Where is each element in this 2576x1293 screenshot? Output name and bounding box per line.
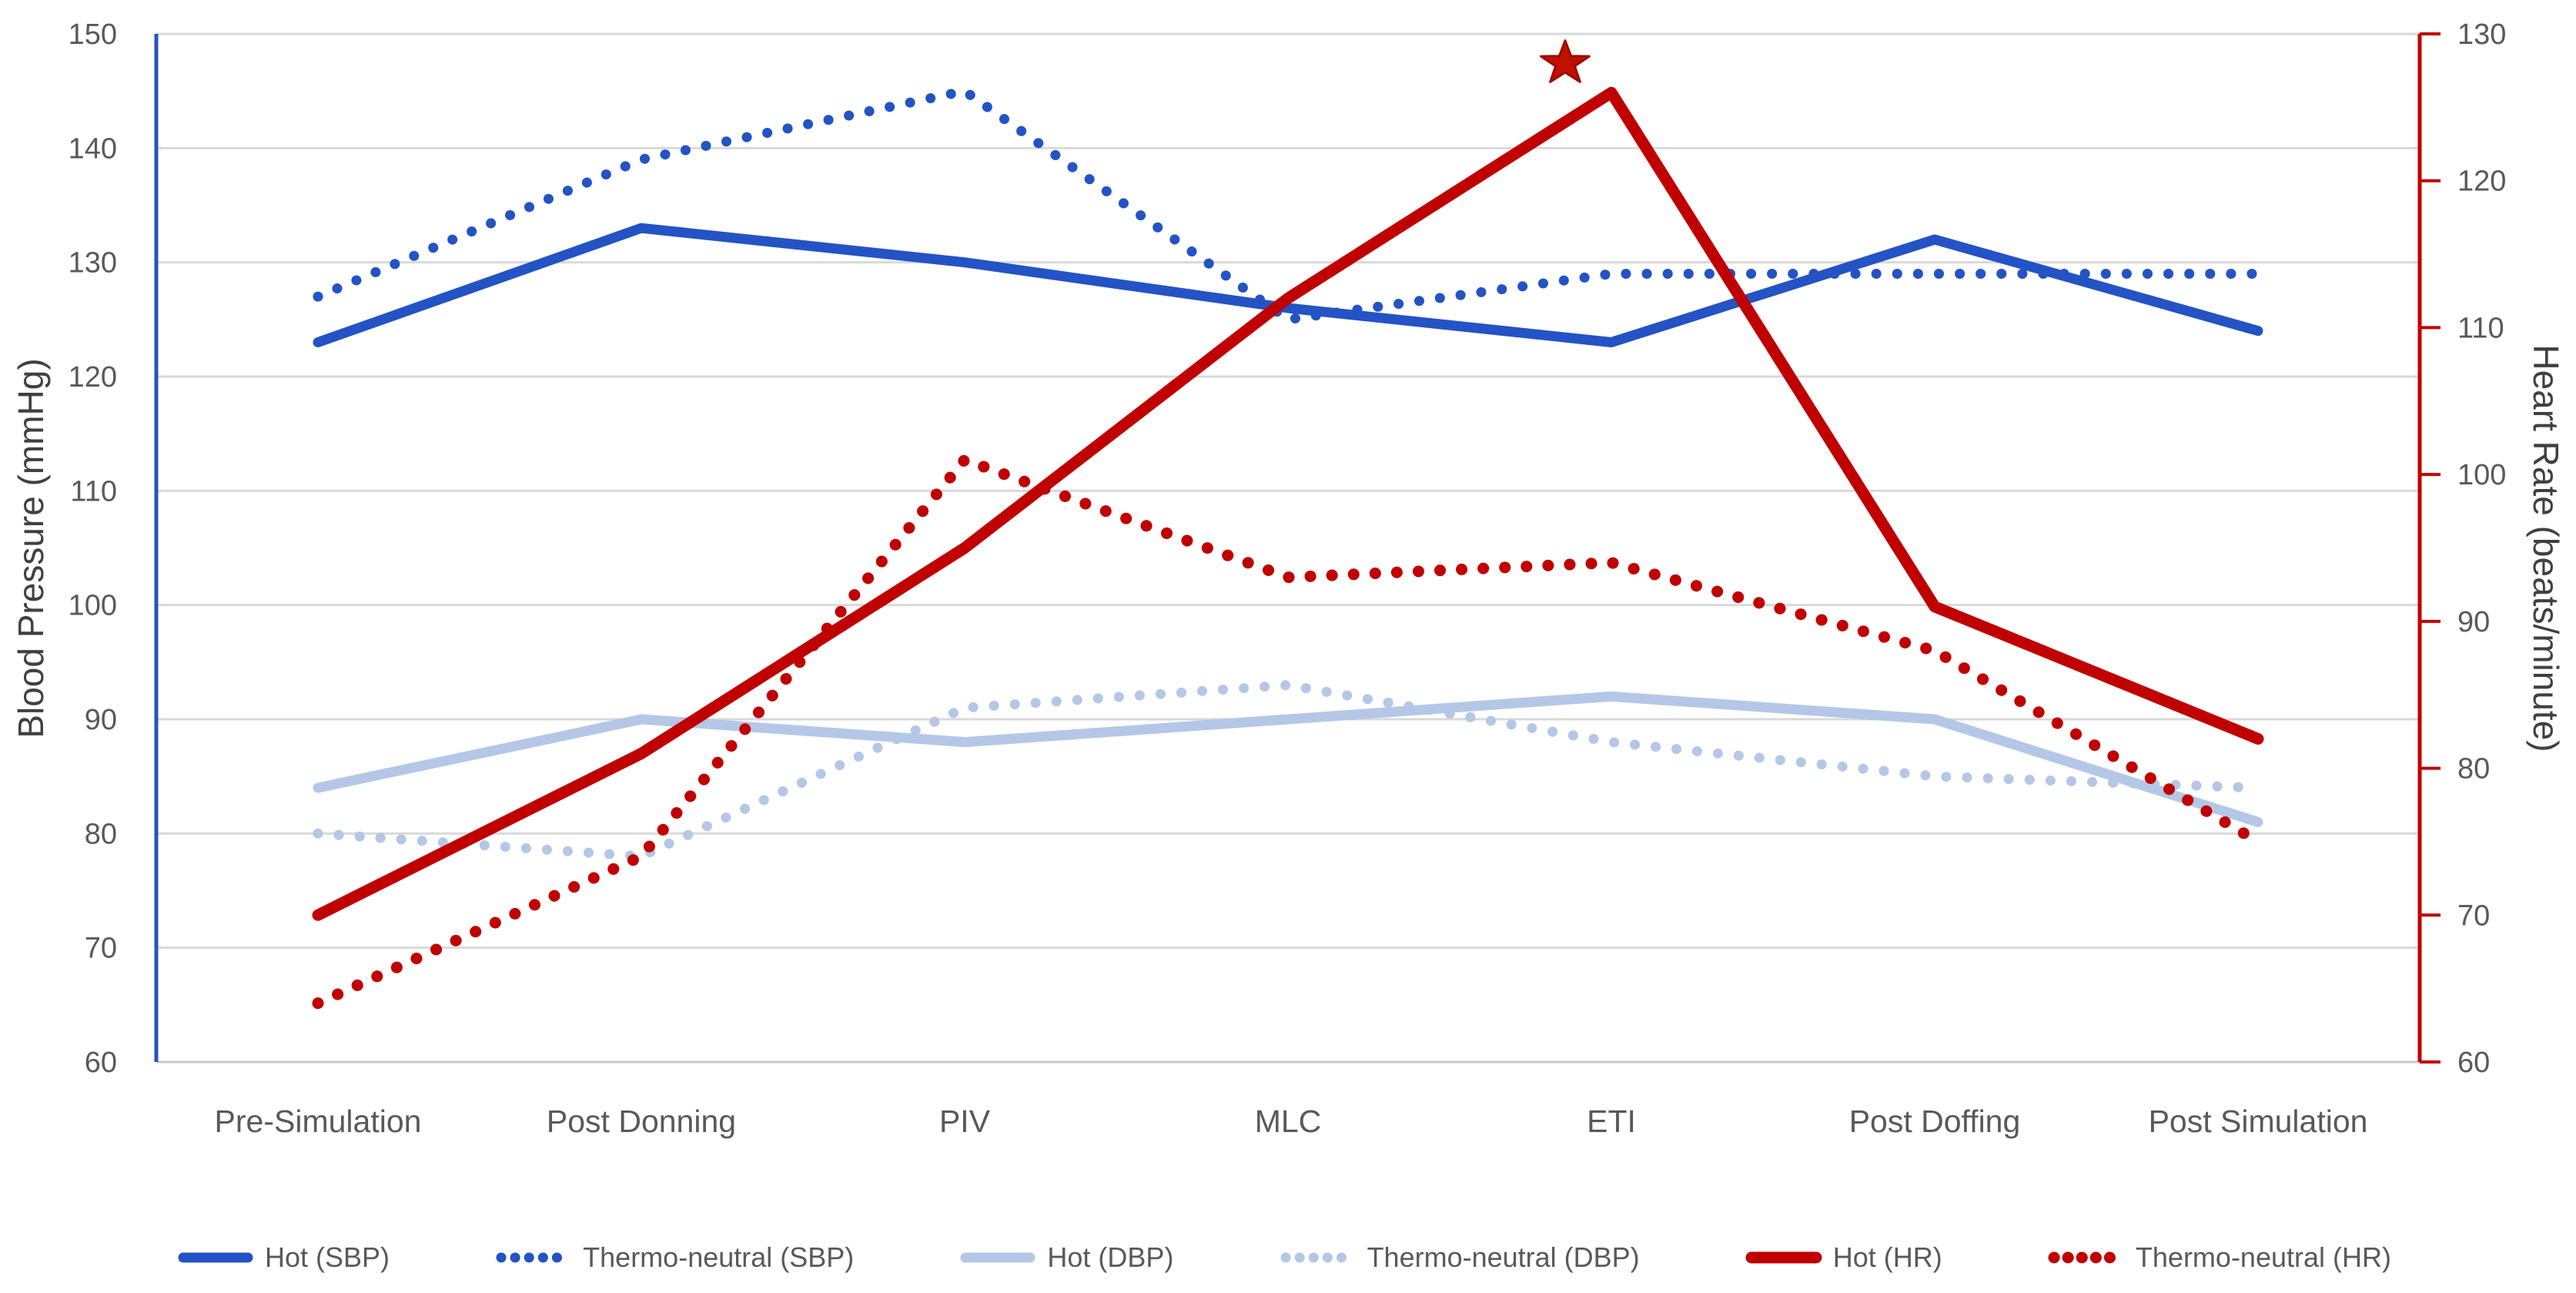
legend-item-hot-sbp: Hot (SBP) — [177, 1241, 390, 1274]
y-right-tick-label: 120 — [2457, 166, 2506, 198]
legend-marker-thermo-neutral-sbp — [496, 1252, 571, 1263]
y-left-tick-label: 100 — [69, 590, 117, 622]
legend-item-thermo-neutral-dbp: Thermo-neutral (DBP) — [1280, 1241, 1640, 1274]
series-line-thermo-neutral-hr — [312, 454, 2264, 1010]
x-tick-label-post-donning: Post Donning — [547, 1104, 736, 1139]
y-left-tick-label: 130 — [69, 247, 117, 280]
legend: Hot (SBP) Thermo-neutral (SBP) Hot (DBP) Th… — [177, 1231, 2391, 1285]
legend-item-thermo-neutral-sbp: Thermo-neutral (SBP) — [495, 1241, 854, 1274]
series-line-thermo-neutral-dbp — [313, 680, 2263, 862]
legend-label-thermo-neutral-sbp: Thermo-neutral (SBP) — [583, 1241, 855, 1273]
legend-marker-hot-sbp — [178, 1252, 253, 1263]
x-tick-label-post-simulation: Post Simulation — [2149, 1104, 2368, 1139]
left-axis-title: Blood Pressure (mmHg) — [11, 358, 51, 739]
legend-label-hot-sbp: Hot (SBP) — [265, 1241, 390, 1273]
x-tick-label-pre-simulation: Pre-Simulation — [215, 1104, 422, 1139]
legend-item-hot-hr: Hot (HR) — [1745, 1241, 1942, 1274]
right-axis-title: Heart Rate (beats/minute) — [2526, 344, 2566, 752]
series-line-thermo-neutral-sbp — [313, 85, 2263, 325]
legend-label-hot-hr: Hot (HR) — [1832, 1241, 1942, 1273]
legend-label-thermo-neutral-dbp: Thermo-neutral (DBP) — [1367, 1241, 1640, 1273]
x-tick-label-mlc: MLC — [1255, 1104, 1322, 1139]
y-right-tick-label: 60 — [2457, 1047, 2490, 1079]
x-tick-label-eti: ETI — [1587, 1104, 1636, 1139]
y-left-tick-label: 60 — [85, 1047, 117, 1079]
legend-label-hot-dbp: Hot (DBP) — [1047, 1241, 1174, 1273]
y-right-tick-label: 110 — [2457, 312, 2504, 344]
series-line-hot-hr — [312, 86, 2264, 921]
y-right-tick-label: 70 — [2457, 899, 2490, 932]
y-left-tick-label: 80 — [85, 818, 117, 850]
legend-label-thermo-neutral-hr: Thermo-neutral (HR) — [2135, 1241, 2391, 1273]
y-left-tick-label: 150 — [69, 18, 117, 51]
legend-marker-hot-dbp — [960, 1252, 1035, 1263]
y-right-tick-label: 130 — [2457, 18, 2506, 51]
series-line-hot-dbp — [313, 691, 2263, 827]
y-left-tick-label: 70 — [85, 933, 117, 965]
legend-item-hot-dbp: Hot (DBP) — [959, 1241, 1173, 1274]
y-right-tick-label: 90 — [2457, 606, 2490, 638]
legend-marker-thermo-neutral-hr — [2048, 1251, 2125, 1264]
series-line-hot-sbp — [313, 223, 2263, 347]
y-right-tick-label: 80 — [2457, 753, 2490, 786]
y-left-tick-label: 90 — [85, 704, 117, 736]
legend-item-thermo-neutral-hr: Thermo-neutral (HR) — [2048, 1241, 2391, 1274]
legend-marker-hot-hr — [1745, 1251, 1822, 1264]
y-left-tick-label: 140 — [69, 132, 117, 165]
significance-star-icon — [1540, 39, 1591, 83]
y-right-tick-label: 100 — [2457, 459, 2506, 491]
y-left-tick-label: 110 — [70, 475, 117, 507]
y-left-tick-label: 120 — [69, 361, 117, 394]
x-tick-label-piv: PIV — [939, 1104, 991, 1139]
legend-marker-thermo-neutral-dbp — [1280, 1252, 1356, 1263]
x-tick-label-post-doffing: Post Doffing — [1849, 1104, 2021, 1139]
